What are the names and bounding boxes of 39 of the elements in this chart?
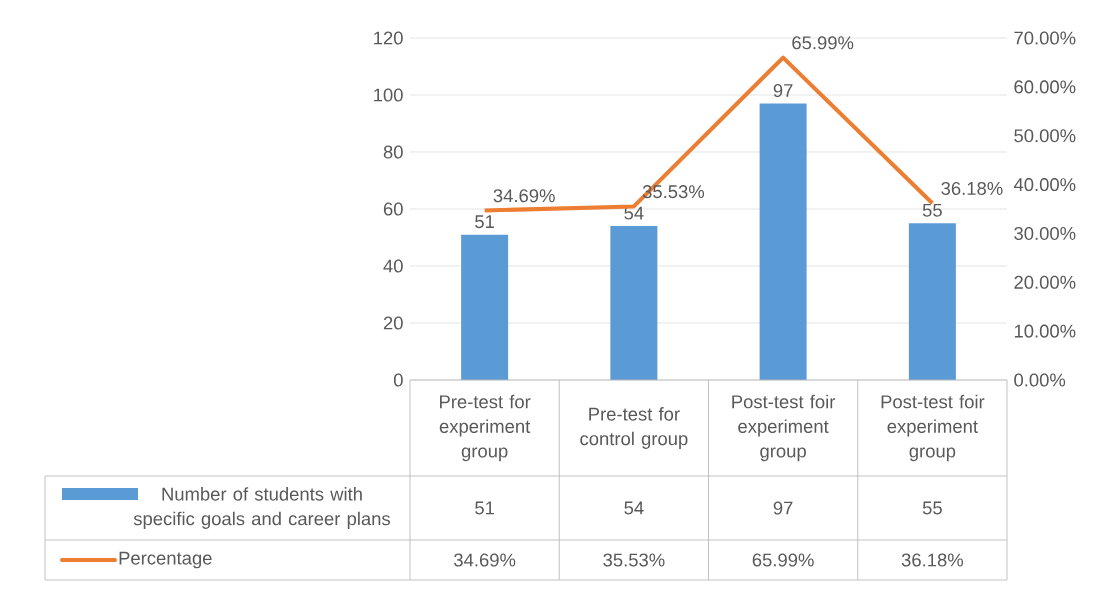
y2-tick-label: 50.00%	[1014, 129, 1076, 143]
data-label: 51	[475, 501, 494, 515]
bar	[610, 226, 658, 380]
y2-tick-label: 70.00%	[1014, 31, 1076, 45]
y2-tick-label: 60.00%	[1014, 80, 1076, 94]
text: 51	[475, 215, 494, 229]
y-tick-label: 40	[383, 259, 403, 273]
x-tick-label: Post-test foir experiment group	[881, 394, 985, 462]
y2-tick-label: 30.00%	[1014, 226, 1076, 240]
bar	[908, 223, 956, 380]
x-tick-label: Post-test foir experiment group	[732, 394, 836, 462]
data-label: 36.18%	[901, 553, 964, 567]
text: 65.99%	[792, 36, 854, 50]
y-tick-label: 100	[374, 88, 403, 102]
y2-tick-label: 40.00%	[1013, 178, 1076, 192]
data-label: 35.53%	[603, 553, 665, 567]
bar	[461, 234, 509, 380]
text: 55	[922, 203, 942, 217]
legend-label: Number of students with specific goals and career plans	[133, 487, 390, 529]
data-label: 55	[922, 501, 942, 515]
text: 97	[773, 84, 793, 98]
x-tick-label: Pre-test for control group	[580, 407, 688, 449]
y-tick-label: 80	[383, 145, 403, 159]
data-label: 65.99%	[752, 553, 814, 567]
y2-tick-label: 20.00%	[1014, 275, 1076, 289]
bar	[759, 103, 807, 380]
x-tick-label: Pre-test for experiment group	[439, 394, 531, 462]
y-tick-label: 20	[383, 316, 403, 330]
y-tick-label: 60	[383, 202, 403, 216]
data-label: 97	[773, 501, 793, 515]
y2-tick-label: 0.00%	[1014, 373, 1066, 387]
data-label: 34.69%	[454, 553, 516, 567]
y-tick-label: 120	[374, 31, 403, 45]
legend-label: Percentage	[119, 551, 212, 569]
y-tick-label: 0	[393, 373, 403, 387]
data-label: 54	[624, 501, 644, 515]
y2-tick-label: 10.00%	[1014, 324, 1076, 338]
text: 34.69%	[493, 189, 555, 203]
text: 36.18%	[941, 181, 1003, 195]
